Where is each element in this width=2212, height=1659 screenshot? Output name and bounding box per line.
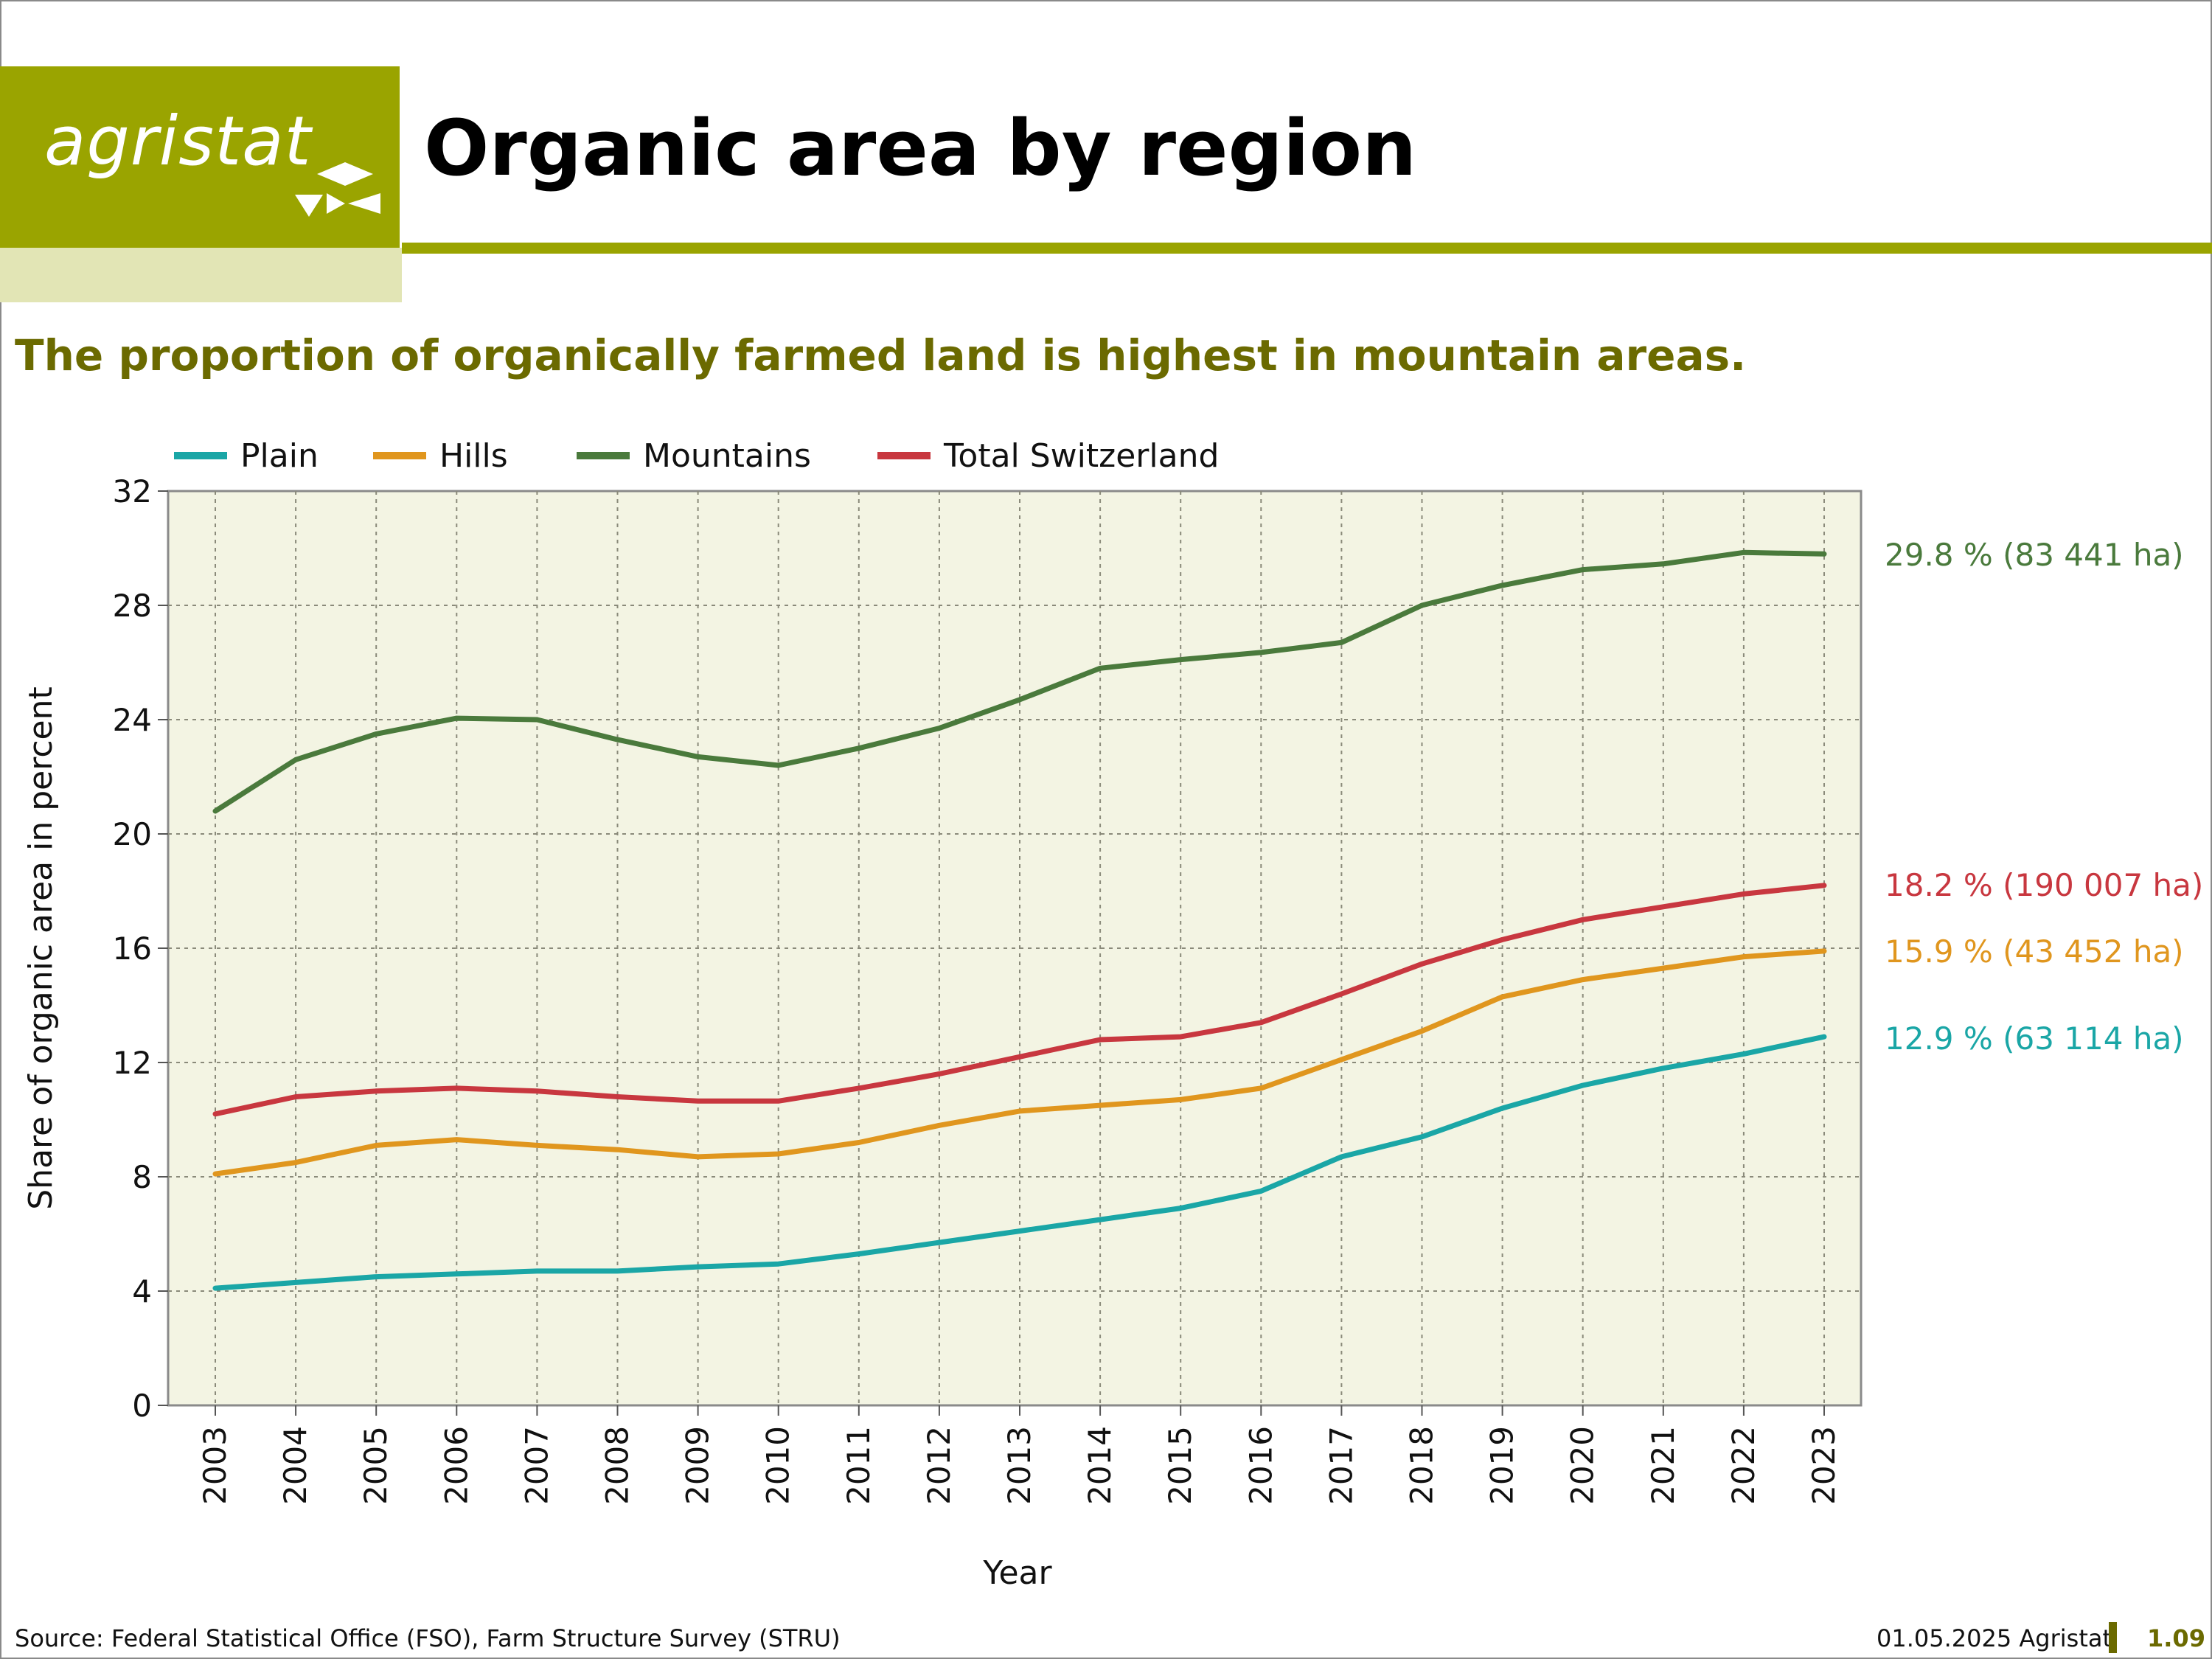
x-tick-label: 2010 — [760, 1426, 796, 1505]
end-label-mountains: 29.8 % (83 441 ha) — [1885, 537, 2184, 573]
legend-label-hills: Hills — [439, 437, 508, 475]
header-rule — [402, 243, 2212, 254]
x-tick-label: 2016 — [1242, 1426, 1279, 1505]
series-line-mountains — [212, 549, 1827, 814]
x-tick-label: 2007 — [518, 1426, 554, 1505]
x-axis: 2003 2004 2005 2006 2007 2008 2009 2010 2011 2012… — [197, 1405, 1842, 1505]
series-lines — [212, 549, 1827, 1291]
source-note: Source: Federal Statistical Office (FSO)… — [15, 1624, 841, 1652]
series-line-hills — [212, 948, 1827, 1177]
footer-date: 01.05.2025 Agristat — [1877, 1624, 2112, 1652]
x-tick-label: 2006 — [438, 1426, 474, 1505]
y-tick-label: 4 — [132, 1273, 152, 1310]
end-label-total-switzerland: 18.2 % (190 007 ha) — [1885, 867, 2203, 903]
y-tick-label: 0 — [132, 1388, 152, 1424]
x-tick-label: 2021 — [1645, 1426, 1681, 1505]
series-line-plain — [212, 1034, 1827, 1291]
x-tick-label: 2005 — [358, 1426, 394, 1505]
x-tick-label: 2012 — [921, 1426, 957, 1505]
page-subtitle: The proportion of organically farmed lan… — [15, 330, 1747, 380]
x-tick-label: 2008 — [599, 1426, 636, 1505]
x-tick-label: 2004 — [277, 1426, 313, 1505]
y-tick-label: 24 — [113, 702, 152, 738]
x-axis-title: Year — [982, 1554, 1052, 1592]
x-tick-label: 2022 — [1725, 1426, 1761, 1505]
logo-triangles-icon — [295, 162, 380, 217]
x-tick-label: 2014 — [1082, 1426, 1118, 1505]
y-tick-label: 16 — [113, 931, 152, 967]
y-tick-label: 8 — [132, 1159, 152, 1195]
x-tick-label: 2009 — [680, 1426, 716, 1505]
page-title: Organic area by region — [424, 103, 1417, 193]
series-line-total-switzerland — [212, 883, 1827, 1117]
x-tick-label: 2003 — [197, 1426, 233, 1505]
logo-underbar — [0, 248, 402, 302]
x-tick-label: 2019 — [1484, 1426, 1520, 1505]
x-tick-label: 2023 — [1806, 1426, 1842, 1505]
logo-text: agristat — [44, 102, 312, 181]
x-tick-label: 2015 — [1162, 1426, 1198, 1505]
page-number: 1.09 — [2147, 1624, 2205, 1652]
end-label-plain: 12.9 % (63 114 ha) — [1885, 1020, 2184, 1057]
legend: Plain Hills Mountains Total Switzerland — [174, 437, 1219, 475]
x-tick-label: 2020 — [1565, 1426, 1601, 1505]
legend-label-mountains: Mountains — [643, 437, 811, 475]
x-tick-label: 2011 — [841, 1426, 877, 1505]
y-tick-label: 20 — [113, 816, 152, 852]
grid-lines — [168, 491, 1861, 1405]
end-label-hills: 15.9 % (43 452 ha) — [1885, 933, 2184, 970]
y-tick-label: 32 — [113, 473, 152, 509]
agristat-logo — [0, 66, 400, 248]
y-tick-label: 28 — [113, 588, 152, 624]
y-tick-label: 12 — [113, 1045, 152, 1081]
end-labels: 12.9 % (63 114 ha) 15.9 % (43 452 ha) 29.8… — [1885, 537, 2203, 1057]
x-tick-label: 2017 — [1323, 1426, 1359, 1505]
legend-label-plain: Plain — [240, 437, 319, 475]
y-axis: 0 4 8 12 16 20 24 28 32 — [113, 473, 168, 1424]
footer-divider — [2109, 1622, 2117, 1653]
x-tick-label: 2018 — [1404, 1426, 1440, 1505]
x-tick-label: 2013 — [1001, 1426, 1037, 1505]
legend-label-total-switzerland: Total Switzerland — [943, 437, 1219, 475]
y-axis-title: Share of organic area in percent — [22, 686, 60, 1210]
